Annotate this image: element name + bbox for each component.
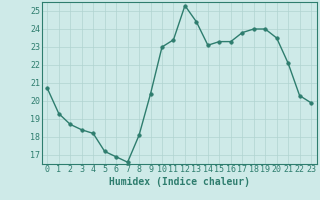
X-axis label: Humidex (Indice chaleur): Humidex (Indice chaleur) xyxy=(109,177,250,187)
